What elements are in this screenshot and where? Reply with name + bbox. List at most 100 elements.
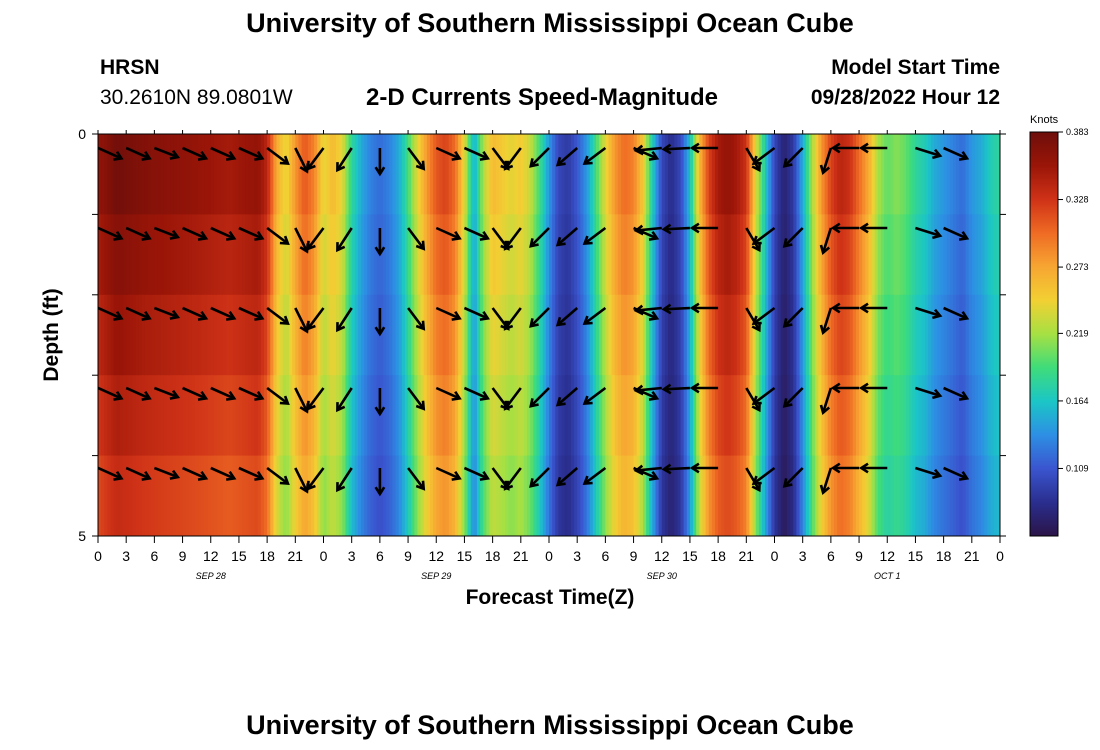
heat-cell [411,294,415,376]
heat-cell [830,294,835,376]
heat-cell [834,455,838,536]
heat-cell [968,455,973,536]
heat-cell [101,134,105,215]
heat-cell [235,375,240,457]
heat-cell [486,214,491,296]
heat-cell [436,294,440,376]
heat-cell [520,134,525,215]
heat-cell [611,134,616,215]
heat-cell [386,134,390,215]
heat-cell [213,214,218,296]
heat-cell [990,214,995,296]
velocity-arrow [182,226,209,241]
heat-cell [768,294,772,376]
heat-cell [492,214,497,296]
heat-cell [267,375,271,457]
heat-cell [771,134,776,215]
heat-cell [439,214,444,296]
heat-cell [401,375,406,457]
heat-cell [126,214,130,296]
velocity-arrow [582,306,607,326]
heat-cell [621,294,625,376]
heat-cell [260,134,265,215]
heat-cell [502,375,506,457]
heat-cell [542,455,547,536]
heat-cell [887,214,891,296]
heat-cell [655,455,660,536]
heat-cell [668,214,672,296]
heat-cell [906,294,910,376]
heat-cell [749,294,754,376]
heat-cell [295,214,300,296]
heat-cell [646,134,650,215]
heat-cell [840,294,844,376]
heat-cell [627,455,632,536]
heat-cell [408,294,412,376]
heat-cell [802,294,807,376]
velocity-arrow [633,304,662,316]
heat-cell [830,134,835,215]
heat-cell [514,134,519,215]
heat-cell [533,375,538,457]
heat-cell [552,214,556,296]
heat-cell [263,214,268,296]
heat-cell [940,214,945,296]
x-tick-label: 21 [964,548,980,564]
heat-cell [981,294,985,376]
heat-cell [755,214,760,296]
heat-cell [455,455,459,536]
heat-cell [646,294,650,376]
heat-cell [752,294,757,376]
heat-cell [451,294,456,376]
heat-cell [671,294,675,376]
heat-cell [1000,134,1004,215]
heat-cell [376,214,381,296]
velocity-arrow [153,386,181,400]
heat-cell [586,214,591,296]
heat-cell [389,214,393,296]
heat-cell [890,134,895,215]
heat-cell [204,375,209,457]
heat-cell [116,134,121,215]
heat-cell [464,134,469,215]
heat-cell [586,294,591,376]
heat-cell [808,134,813,215]
velocity-arrow [374,228,386,257]
heat-cell [599,375,603,457]
velocity-arrow [266,226,290,246]
heat-cell [959,455,964,536]
heat-cell [282,214,287,296]
heat-cell [583,214,588,296]
heat-cell [934,134,938,215]
heat-cell [98,294,102,376]
heat-cell [414,214,419,296]
heat-cell [423,134,428,215]
heat-cell [949,294,954,376]
heat-cell [276,214,281,296]
heat-cell [783,455,788,536]
heat-cell [376,375,381,457]
heat-cell [633,455,638,536]
heat-cell [207,455,212,536]
heat-cell [605,455,610,536]
heat-cell [655,375,660,457]
heat-cell [959,294,964,376]
heat-cell [201,214,206,296]
heat-cell [455,214,459,296]
heat-cell [827,214,832,296]
heat-cell [307,375,312,457]
heat-cell [276,455,281,536]
heat-cell [787,294,791,376]
heat-cell [880,455,885,536]
velocity-arrow [830,142,860,154]
heat-cell [473,455,478,536]
velocity-arrow [503,227,522,251]
heat-cell [646,375,650,457]
heat-cell [949,375,954,457]
heat-cell [401,455,406,536]
heat-cell [624,134,628,215]
heat-cell [658,294,663,376]
heat-cell [545,375,550,457]
x-tick-label: 18 [259,548,275,564]
velocity-arrow [915,306,943,320]
